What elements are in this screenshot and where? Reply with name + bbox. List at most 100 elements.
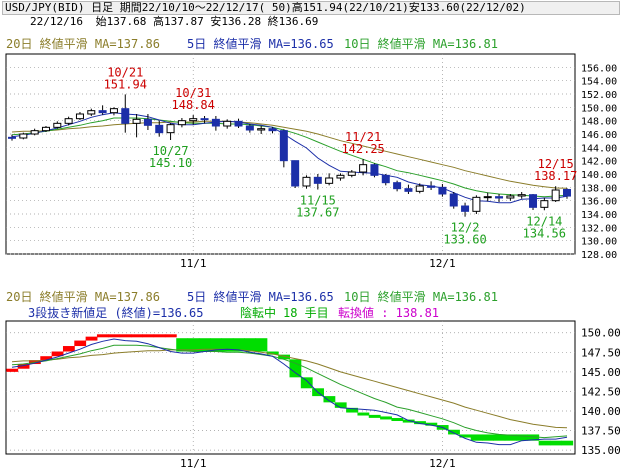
top-ytick-12: 152.00 — [581, 90, 617, 101]
new-price-box — [40, 356, 53, 361]
candle — [551, 186, 560, 202]
candle — [211, 116, 220, 131]
candle — [517, 192, 526, 199]
candle-body — [132, 118, 141, 124]
candle — [98, 105, 107, 115]
top-ytick-5: 138.00 — [581, 183, 617, 194]
candle-body — [506, 195, 515, 199]
new-price-box — [164, 334, 177, 338]
candle-body — [121, 108, 130, 124]
new-price-box — [85, 336, 98, 341]
candle — [245, 124, 254, 133]
candlestick-panel: 128.00 130.00 132.00 134.00 136.00 138.00 140.… — [5, 53, 617, 270]
chart-header: USD/JPY(BID) 日足 期間22/10/10～22/12/17( 50)… — [0, 0, 624, 30]
new-price-box — [482, 434, 494, 441]
candle — [325, 173, 334, 186]
new-price-box — [96, 334, 109, 338]
candle-body — [393, 182, 402, 190]
candle — [257, 126, 266, 134]
candle-body — [404, 188, 413, 192]
new-price-box — [130, 334, 143, 338]
bottom-xtick-0: 11/1 — [180, 457, 207, 470]
new-price-box — [470, 434, 483, 441]
new-price-box — [17, 364, 30, 369]
candle-body — [211, 118, 220, 127]
candle — [336, 173, 345, 181]
top-legend-ma20: 20日 終値平滑 MA=137.86 — [6, 36, 160, 51]
top-ytick-10: 148.00 — [581, 117, 617, 128]
bottom-legend-ma10: 10日 終値平滑 MA=136.81 — [344, 289, 498, 304]
annotation-low-date: 12/2 — [451, 221, 480, 235]
top-legend-ma10: 10日 終値平滑 MA=136.81 — [344, 36, 498, 51]
candle — [177, 118, 186, 128]
candle-body — [370, 164, 379, 176]
bottom-ma5-line — [11, 338, 568, 446]
candle — [166, 123, 175, 140]
candle-body — [189, 118, 198, 122]
bar-count: 18 手目 — [283, 306, 329, 320]
new-price-box — [221, 338, 234, 352]
candle — [495, 194, 504, 202]
candle-body — [529, 194, 538, 208]
top-ma20-line — [11, 120, 568, 189]
top-ytick-11: 150.00 — [581, 103, 617, 114]
candle — [200, 116, 209, 124]
candle — [393, 180, 402, 192]
candle-body — [313, 176, 322, 184]
candle-body — [291, 160, 300, 187]
top-ytick-4: 136.00 — [581, 197, 617, 208]
candle — [506, 194, 515, 201]
new-price-box — [266, 351, 279, 355]
bottom-ytick-0: 135.00 — [581, 444, 621, 457]
new-price-box — [142, 334, 155, 338]
candle-body — [8, 136, 16, 139]
top-ytick-7: 142.00 — [581, 157, 617, 168]
bottom-ma10-line — [11, 344, 568, 439]
annotation-low-date: 12/14 — [526, 214, 562, 228]
candle — [540, 198, 549, 211]
new-price-box — [198, 338, 211, 352]
annotation-low-value: 134.56 — [523, 226, 566, 240]
candle — [132, 114, 141, 138]
new-price-box — [187, 338, 200, 352]
bottom-ytick-5: 147.50 — [581, 346, 621, 359]
new-price-box — [448, 429, 460, 435]
candle — [75, 112, 84, 120]
candle-body — [234, 120, 243, 127]
new-price-box — [119, 334, 132, 338]
new-price-box — [334, 402, 347, 408]
new-price-box — [108, 334, 121, 338]
annotation-high-date: 12/15 — [538, 157, 574, 171]
candle — [563, 188, 571, 199]
candle — [370, 163, 379, 178]
new-price-box — [278, 354, 290, 360]
new-price-box — [176, 338, 189, 352]
candle — [347, 170, 356, 178]
new-price-box — [538, 440, 551, 446]
candle-body — [483, 196, 492, 199]
candle-body — [223, 120, 232, 127]
annotation-low-date: 10/27 — [153, 144, 189, 158]
breakout-label: 3段抜き新値足 (終値)=136.65 — [28, 305, 203, 320]
candle-body — [438, 186, 447, 195]
new-price-box — [153, 334, 166, 338]
new-price-box — [459, 434, 472, 438]
bottom-ytick-2: 140.00 — [581, 405, 621, 418]
candle — [472, 195, 481, 214]
candle — [155, 120, 164, 137]
candle-body — [325, 177, 334, 184]
top-ytick-3: 134.00 — [581, 210, 617, 221]
top-legend-ma5: 5日 終値平滑 MA=136.65 — [187, 36, 334, 51]
annotation-high-date: 10/21 — [107, 65, 143, 79]
bottom-xtick-1: 12/1 — [429, 457, 456, 470]
annotation-low-value: 137.67 — [296, 206, 339, 220]
candle — [64, 116, 73, 126]
top-ytick-8: 144.00 — [581, 143, 617, 154]
top-plot-frame — [5, 53, 576, 255]
annotation-high-date: 10/31 — [175, 86, 211, 100]
annotation-low-date: 11/15 — [300, 194, 336, 208]
annotation-high-value: 148.84 — [172, 98, 215, 112]
new-price-box — [493, 434, 506, 441]
candle — [268, 127, 277, 134]
new-price-box — [561, 440, 574, 446]
